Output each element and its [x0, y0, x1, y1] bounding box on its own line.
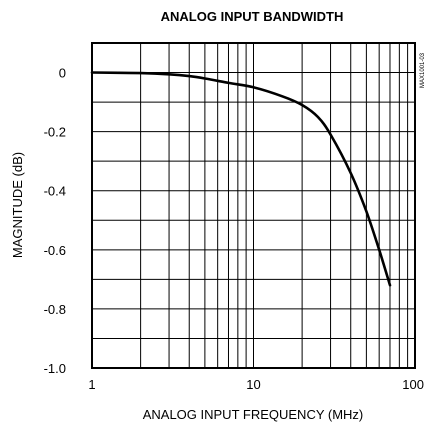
chart-title: ANALOG INPUT BANDWIDTH: [161, 9, 344, 24]
x-tick-label: 100: [402, 377, 424, 392]
part-number-label: MAX1001-03: [420, 52, 426, 88]
x-tick-label: 10: [246, 377, 260, 392]
x-axis-label: ANALOG INPUT FREQUENCY (MHz): [143, 407, 364, 422]
plot-frame: [91, 42, 416, 369]
y-tick-label: -0.4: [44, 184, 66, 199]
x-tick-label: 1: [88, 377, 95, 392]
y-tick-label: -0.8: [44, 302, 66, 317]
y-tick-label: -0.2: [44, 125, 66, 140]
y-tick-label: -1.0: [44, 361, 66, 376]
y-tick-label: 0: [59, 66, 66, 81]
y-tick-labels: 0 -0.2 -0.4 -0.6 -0.8 -1.0: [44, 66, 66, 376]
y-axis-label: MAGNITUDE (dB): [10, 152, 25, 258]
series-line: [90, 71, 392, 287]
grid: [92, 43, 415, 368]
y-tick-label: -0.6: [44, 243, 66, 258]
x-tick-labels: 1 10 100: [88, 377, 424, 392]
